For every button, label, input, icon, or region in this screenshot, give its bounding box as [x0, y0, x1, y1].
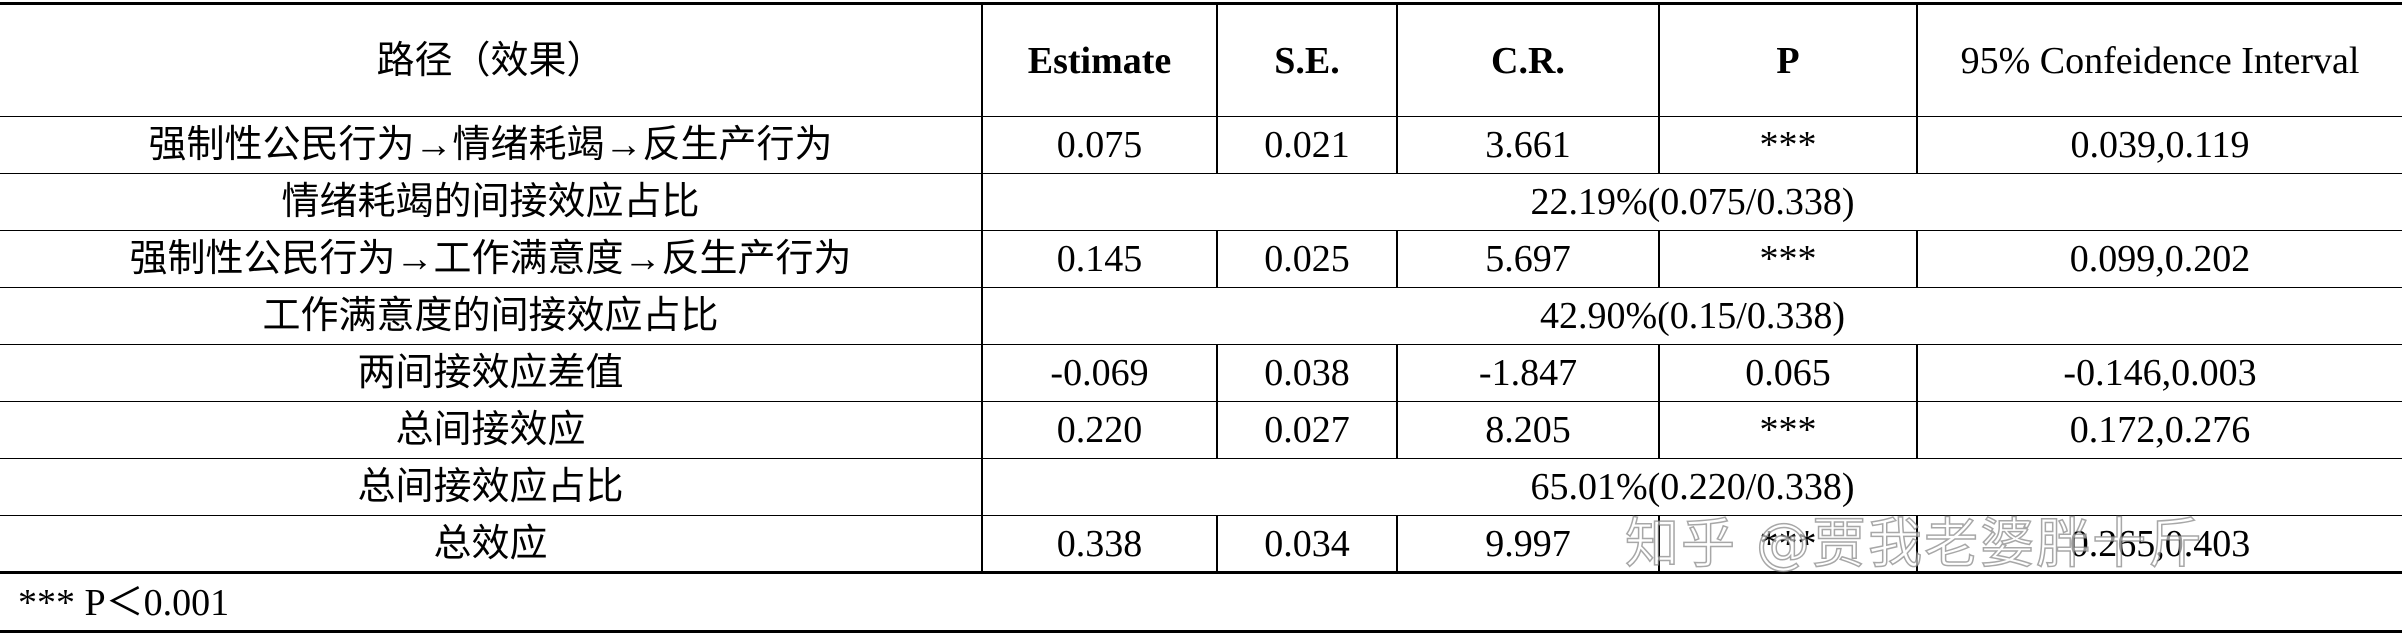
header-estimate: Estimate — [981, 2, 1218, 117]
results-table: 路径（效果） Estimate S.E. C.R. P 95% Confeide… — [0, 2, 2402, 574]
cell-se: 0.038 — [1216, 344, 1398, 402]
cell-se: 0.034 — [1216, 515, 1398, 574]
table-row: 工作满意度的间接效应占比 42.90%(0.15/0.338) — [0, 287, 2402, 345]
cell-p: *** — [1658, 116, 1918, 174]
header-cr: C.R. — [1396, 2, 1660, 117]
cell-cr: 9.997 — [1396, 515, 1660, 574]
cell-p: 0.065 — [1658, 344, 1918, 402]
cell-merged-proportion: 42.90%(0.15/0.338) — [981, 287, 2402, 345]
table-row: 总间接效应占比 65.01%(0.220/0.338) — [0, 458, 2402, 516]
bottom-rule — [0, 630, 2402, 633]
cell-merged-proportion: 65.01%(0.220/0.338) — [981, 458, 2402, 516]
cell-ci: 0.172,0.276 — [1916, 401, 2402, 459]
row-label: 总间接效应占比 — [0, 458, 983, 516]
cell-p: *** — [1658, 401, 1918, 459]
cell-cr: 3.661 — [1396, 116, 1660, 174]
cell-estimate: -0.069 — [981, 344, 1218, 402]
row-label: 工作满意度的间接效应占比 — [0, 287, 983, 345]
table-row: 总效应 0.338 0.034 9.997 *** 0.265,0.403 — [0, 515, 2402, 574]
header-path: 路径（效果） — [0, 2, 983, 117]
row-label: 总效应 — [0, 515, 983, 574]
cell-ci: 0.099,0.202 — [1916, 230, 2402, 288]
header-se: S.E. — [1216, 2, 1398, 117]
header-row: 路径（效果） Estimate S.E. C.R. P 95% Confeide… — [0, 2, 2402, 117]
cell-estimate: 0.075 — [981, 116, 1218, 174]
header-p: P — [1658, 2, 1918, 117]
cell-p: *** — [1658, 230, 1918, 288]
cell-ci: 0.265,0.403 — [1916, 515, 2402, 574]
cell-se: 0.027 — [1216, 401, 1398, 459]
row-label: 两间接效应差值 — [0, 344, 983, 402]
cell-estimate: 0.220 — [981, 401, 1218, 459]
cell-se: 0.025 — [1216, 230, 1398, 288]
cell-se: 0.021 — [1216, 116, 1398, 174]
cell-merged-proportion: 22.19%(0.075/0.338) — [981, 173, 2402, 231]
cell-estimate: 0.338 — [981, 515, 1218, 574]
header-ci: 95% Confeidence Interval — [1916, 2, 2402, 117]
row-label: 强制性公民行为→情绪耗竭→反生产行为 — [0, 116, 983, 174]
table-row: 强制性公民行为→情绪耗竭→反生产行为 0.075 0.021 3.661 ***… — [0, 116, 2402, 174]
cell-cr: 5.697 — [1396, 230, 1660, 288]
cell-p: *** — [1658, 515, 1918, 574]
cell-estimate: 0.145 — [981, 230, 1218, 288]
table-row: 两间接效应差值 -0.069 0.038 -1.847 0.065 -0.146… — [0, 344, 2402, 402]
significance-note: *** P＜0.001 — [18, 582, 230, 624]
row-label: 强制性公民行为→工作满意度→反生产行为 — [0, 230, 983, 288]
row-label: 总间接效应 — [0, 401, 983, 459]
cell-ci: 0.039,0.119 — [1916, 116, 2402, 174]
cell-cr: 8.205 — [1396, 401, 1660, 459]
cell-ci: -0.146,0.003 — [1916, 344, 2402, 402]
table-row: 情绪耗竭的间接效应占比 22.19%(0.075/0.338) — [0, 173, 2402, 231]
row-label: 情绪耗竭的间接效应占比 — [0, 173, 983, 231]
cell-cr: -1.847 — [1396, 344, 1660, 402]
table-row: 强制性公民行为→工作满意度→反生产行为 0.145 0.025 5.697 **… — [0, 230, 2402, 288]
table-row: 总间接效应 0.220 0.027 8.205 *** 0.172,0.276 — [0, 401, 2402, 459]
